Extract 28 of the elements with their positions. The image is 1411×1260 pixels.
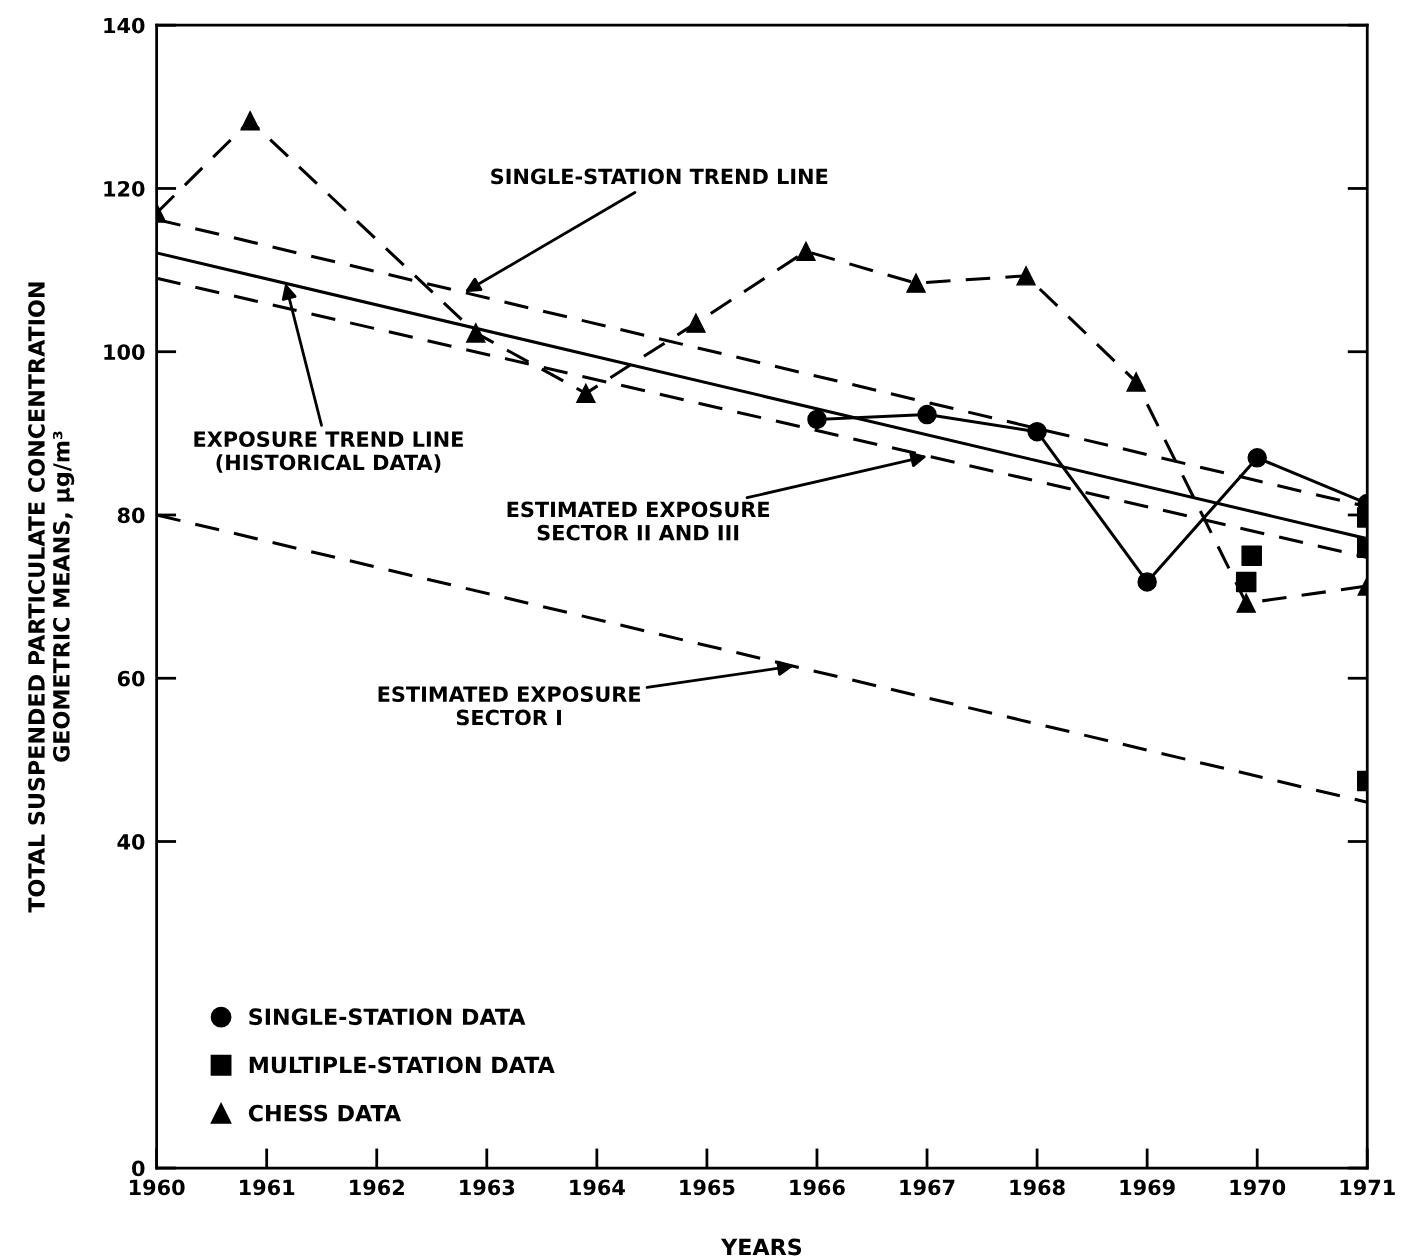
x-tick-label: 1960 bbox=[129, 1179, 185, 1196]
y-tick-label: 140 bbox=[104, 17, 145, 34]
x-tick-label: 1962 bbox=[350, 1179, 404, 1196]
x-axis-title: YEARS bbox=[720, 1238, 802, 1256]
y-tick-label: 40 bbox=[117, 833, 145, 850]
x-tick-label: 1965 bbox=[680, 1179, 735, 1196]
legend-label: MULTIPLE-STATION DATA bbox=[249, 1056, 555, 1074]
x-tick-label: 1966 bbox=[790, 1179, 845, 1196]
x-tick-label: 1971 bbox=[1340, 1179, 1395, 1196]
x-tick-label: 1961 bbox=[240, 1179, 295, 1196]
legend-label: CHESS DATA bbox=[248, 1104, 402, 1122]
x-tick-label: 1963 bbox=[460, 1179, 515, 1196]
x-tick-label: 1968 bbox=[1010, 1179, 1065, 1196]
y-tick-label: 80 bbox=[117, 507, 145, 524]
annotation: SINGLE-STATION TREND LINE bbox=[491, 168, 828, 185]
annotation: EXPOSURE TREND LINE (HISTORICAL DATA) bbox=[194, 431, 463, 473]
x-tick-label: 1969 bbox=[1120, 1179, 1175, 1196]
x-tick-label: 1967 bbox=[900, 1179, 955, 1196]
y-axis-title: TOTAL SUSPENDED PARTICULATE CONCENTRATION GEOMETRIC MEANS, μg/m³ bbox=[28, 282, 75, 913]
y-tick-label: 120 bbox=[104, 180, 145, 197]
annotation: ESTIMATED EXPOSURE SECTOR I bbox=[378, 686, 641, 726]
annotation: ESTIMATED EXPOSURE SECTOR II AND III bbox=[507, 501, 770, 541]
y-tick-label: 0 bbox=[132, 1160, 145, 1177]
legend-label: SINGLE-STATION DATA bbox=[249, 1008, 526, 1026]
x-tick-label: 1964 bbox=[570, 1179, 625, 1196]
y-tick-label: 100 bbox=[104, 344, 145, 360]
y-tick-label: 60 bbox=[117, 670, 145, 687]
x-tick-label: 1970 bbox=[1230, 1179, 1286, 1196]
